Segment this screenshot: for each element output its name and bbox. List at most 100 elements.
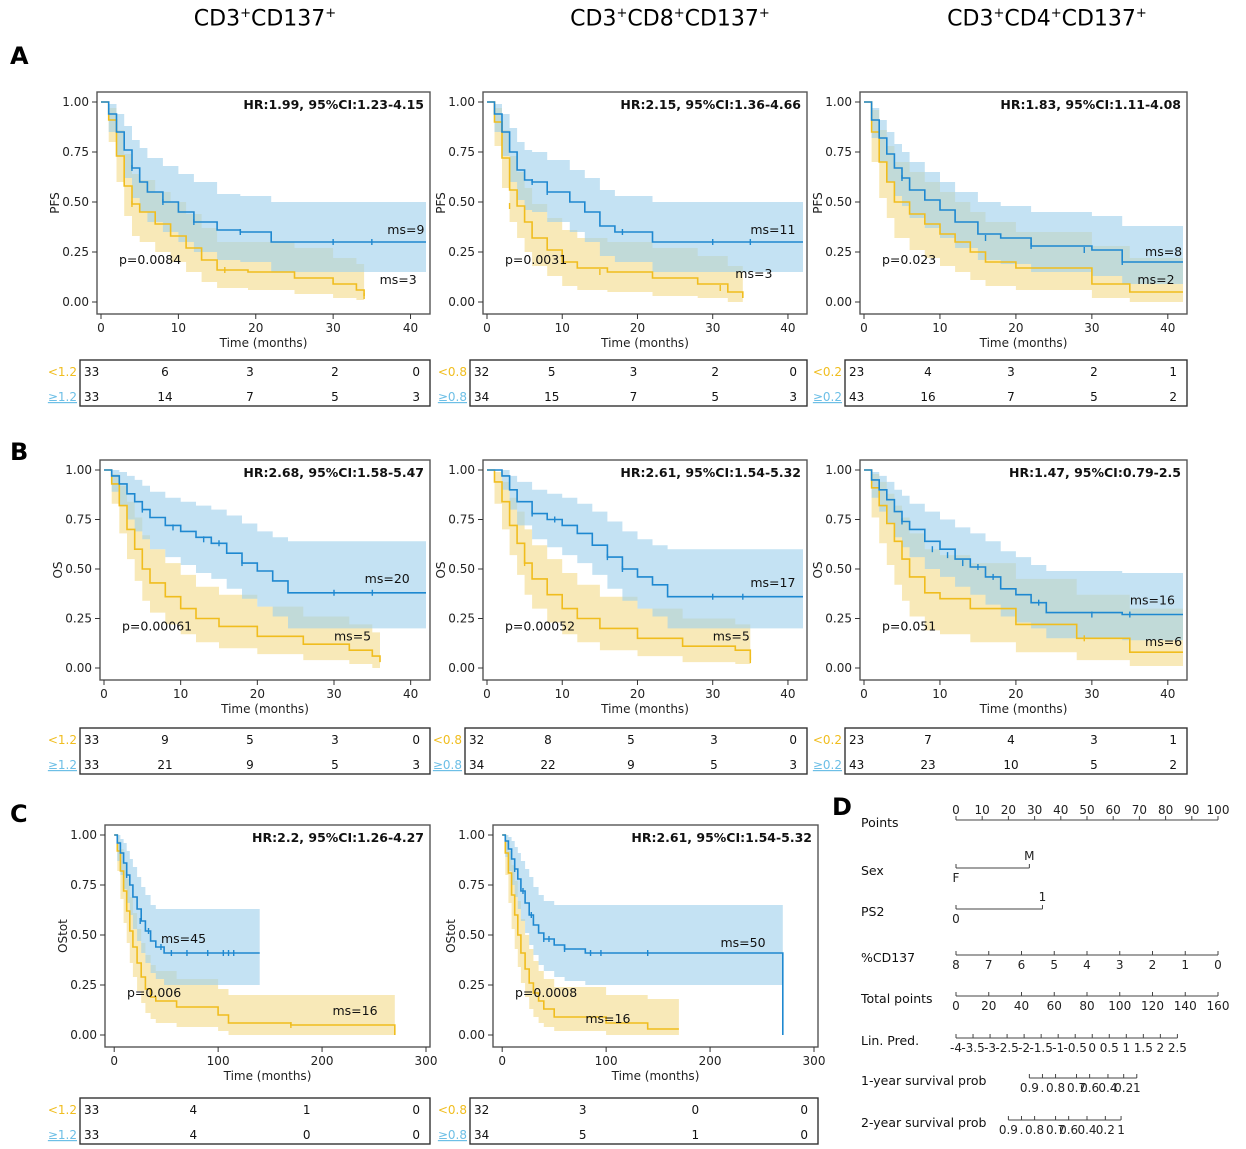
nomogram-tick-label: 1 xyxy=(1181,958,1189,972)
nomogram-tick-label: M xyxy=(1024,849,1034,863)
y-tick-label: 1.00 xyxy=(448,463,475,477)
y-axis-label: OS xyxy=(434,561,448,578)
risk-cell: 1 xyxy=(1169,733,1177,747)
median-survival-label: ms=9 xyxy=(387,222,424,237)
risk-cell: 33 xyxy=(84,365,99,379)
x-tick-label: 30 xyxy=(326,321,341,335)
nomogram-tick-label: 0.9 xyxy=(1020,1081,1039,1095)
nomogram-tick-label: -2.5 xyxy=(995,1041,1018,1055)
risk-cell: 14 xyxy=(157,390,172,404)
y-axis-label: PFS xyxy=(48,192,62,214)
risk-cell: 10 xyxy=(1003,758,1018,772)
risk-table-frame xyxy=(79,1097,431,1145)
nomogram-tick-label: 30 xyxy=(1027,803,1042,817)
median-survival-label: ms=5 xyxy=(713,628,750,643)
y-tick-label: 0.25 xyxy=(448,245,475,259)
risk-cell: 5 xyxy=(331,390,339,404)
risk-table-frame xyxy=(844,727,1188,775)
km-line-high xyxy=(487,469,803,598)
nomogram-tick-label: F xyxy=(953,871,960,885)
nomogram-row-label: Lin. Pred. xyxy=(861,1033,919,1048)
ci-band-high xyxy=(487,102,803,272)
risk-cell: 33 xyxy=(84,1128,99,1142)
km-line-low xyxy=(864,469,1183,654)
nomogram-row: Total points 0 20 40 60 80 100 120 140 160 xyxy=(860,991,1229,1013)
y-tick-label: 0.50 xyxy=(825,195,852,209)
risk-cell: 0 xyxy=(412,1103,420,1117)
km-line-low xyxy=(487,469,752,661)
nomogram-tick-label: 0.4 xyxy=(1098,1081,1117,1095)
y-tick-label: 1.00 xyxy=(65,463,92,477)
ci-band-low xyxy=(502,835,679,1035)
risk-cell: 9 xyxy=(161,733,169,747)
risk-cell: 4 xyxy=(190,1128,198,1142)
risk-cell: 33 xyxy=(84,390,99,404)
nomogram-tick-label: 0 xyxy=(952,912,960,926)
x-tick-label: 200 xyxy=(699,1054,722,1068)
nomogram-tick-label: 0.2 xyxy=(1096,1123,1115,1137)
nomogram-row-label: Sex xyxy=(861,863,884,878)
km-line-high xyxy=(864,101,1183,263)
hr-annotation: HR:2.68, 95%CI:1.58-5.47 xyxy=(243,465,424,480)
risk-cell: 2 xyxy=(331,365,339,379)
km-line-low xyxy=(101,101,365,296)
risk-cell: 5 xyxy=(579,1128,587,1142)
risk-cell: 3 xyxy=(331,733,339,747)
risk-cell: 7 xyxy=(630,390,638,404)
risk-cell: 0 xyxy=(412,1128,420,1142)
risk-row-label: ≥0.8 xyxy=(438,390,467,404)
nomogram-tick-label: 0 xyxy=(952,803,960,817)
nomogram-row-label: Total points xyxy=(860,991,933,1006)
median-survival-label: ms=45 xyxy=(161,931,206,946)
risk-cell: 33 xyxy=(84,733,99,747)
risk-cell: 3 xyxy=(412,390,420,404)
risk-table-frame xyxy=(464,727,808,775)
nomogram-tick-label: 0.8 xyxy=(1046,1081,1065,1095)
risk-row-label: <0.2 xyxy=(813,365,842,379)
y-tick-label: 0.00 xyxy=(825,295,852,309)
p-value: p=0.051 xyxy=(882,618,936,633)
km-line-high xyxy=(487,101,803,243)
nomogram-tick-label: -0.5 xyxy=(1063,1041,1086,1055)
y-tick-label: 0.25 xyxy=(448,612,475,626)
risk-row-label: <1.2 xyxy=(48,733,77,747)
median-survival-label: ms=20 xyxy=(365,571,410,586)
risk-cell: 0 xyxy=(412,365,420,379)
x-tick-label: 300 xyxy=(415,1054,438,1068)
risk-cell: 1 xyxy=(303,1103,311,1117)
risk-cell: 23 xyxy=(920,758,935,772)
nomogram-row: Sex F M xyxy=(861,849,1035,885)
y-tick-label: 0.00 xyxy=(825,661,852,675)
x-tick-label: 0 xyxy=(100,687,108,701)
p-value: p=0.006 xyxy=(127,985,181,1000)
risk-cell: 2 xyxy=(711,365,719,379)
y-axis-label: OStot xyxy=(56,919,70,953)
x-axis-label: Time (months) xyxy=(979,702,1068,716)
x-axis-label: Time (months) xyxy=(611,1069,700,1083)
p-value: p=0.0008 xyxy=(515,985,577,1000)
column-title-3: CD3+CD4+CD137+ xyxy=(947,6,1147,32)
x-axis-label: Time (months) xyxy=(979,336,1068,350)
risk-cell: 3 xyxy=(630,365,638,379)
y-axis-label: PFS xyxy=(811,192,825,214)
hr-annotation: HR:2.15, 95%CI:1.36-4.66 xyxy=(620,97,801,112)
risk-cell: 7 xyxy=(1007,390,1015,404)
risk-row-label: ≥0.2 xyxy=(813,390,842,404)
y-tick-label: 0.50 xyxy=(448,562,475,576)
median-survival-label: ms=2 xyxy=(1137,272,1174,287)
risk-cell: 0 xyxy=(789,365,797,379)
p-value: p=0.00052 xyxy=(505,618,575,633)
nomogram-row: 1-year survival prob 0.9. 0.8 0.70.6 0.40.2 1 xyxy=(861,1073,1141,1095)
ci-band-high xyxy=(864,102,1183,284)
y-tick-label: 0.75 xyxy=(825,145,852,159)
x-tick-label: 10 xyxy=(171,321,186,335)
nomogram-tick-label: 0.7 xyxy=(1067,1081,1086,1095)
km-line-low xyxy=(487,101,744,298)
risk-cell: 9 xyxy=(246,758,254,772)
nomogram-row: PS2 0 1 xyxy=(861,890,1046,926)
panel-label-c: C xyxy=(10,800,28,828)
x-tick-label: 40 xyxy=(1160,687,1175,701)
y-tick-label: 0.50 xyxy=(62,195,89,209)
